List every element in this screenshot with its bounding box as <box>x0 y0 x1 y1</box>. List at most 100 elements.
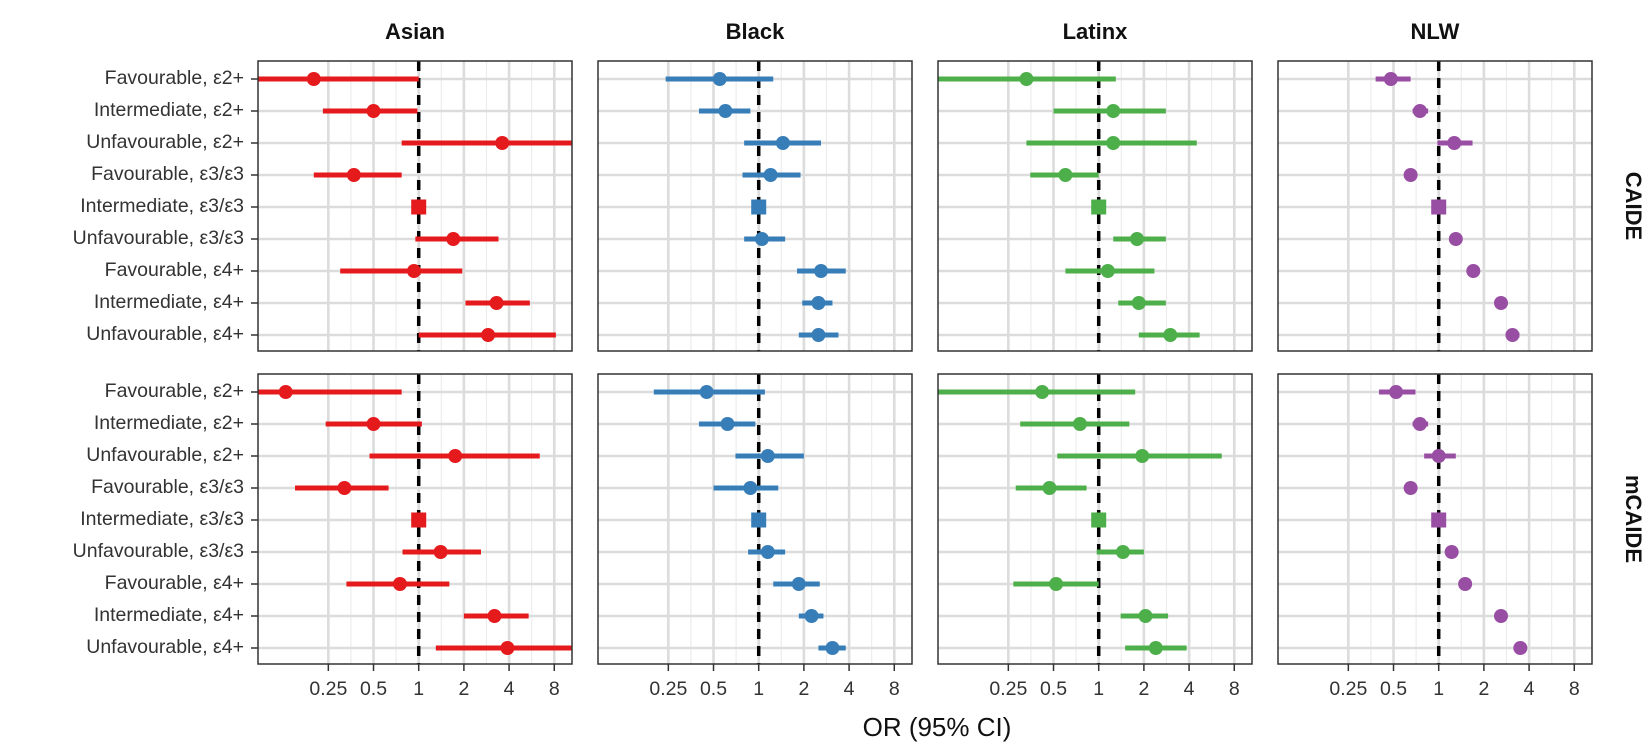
column-header-black: Black <box>726 19 785 44</box>
or-point-asian <box>446 232 461 246</box>
or-point-black <box>804 609 819 623</box>
column-header-asian: Asian <box>385 19 445 44</box>
reference-point-asian <box>411 512 427 528</box>
x-tick-label: 1 <box>753 678 764 700</box>
category-label: Intermediate, ε3/ε3 <box>80 195 244 217</box>
or-point-black <box>743 481 758 495</box>
category-label: Unfavourable, ε4+ <box>86 323 244 345</box>
or-point-nlw <box>1389 385 1404 399</box>
or-point-nlw <box>1493 296 1508 310</box>
or-point-asian <box>433 545 448 559</box>
or-point-black <box>718 104 733 118</box>
or-point-nlw <box>1447 136 1462 150</box>
or-point-nlw <box>1513 641 1528 655</box>
or-point-latinx <box>1106 136 1121 150</box>
or-point-asian <box>500 641 515 655</box>
x-tick-label: 0.5 <box>1040 678 1067 700</box>
or-point-nlw <box>1458 577 1473 591</box>
or-point-nlw <box>1431 449 1446 463</box>
or-point-asian <box>366 417 381 431</box>
or-point-latinx <box>1058 168 1073 182</box>
category-label: Intermediate, ε2+ <box>94 412 244 434</box>
x-tick-label: 0.25 <box>989 678 1027 700</box>
or-point-asian <box>481 328 496 342</box>
or-point-asian <box>346 168 361 182</box>
or-point-asian <box>495 136 510 150</box>
or-point-latinx <box>1049 577 1064 591</box>
or-point-black <box>825 641 840 655</box>
x-tick-label: 8 <box>889 678 900 700</box>
category-label: Intermediate, ε3/ε3 <box>80 508 244 530</box>
row-strip-caide: CAIDE <box>1621 172 1646 240</box>
x-tick-label: 0.25 <box>649 678 687 700</box>
or-point-asian <box>487 609 502 623</box>
or-point-black <box>811 296 826 310</box>
or-point-black <box>813 264 828 278</box>
category-label: Intermediate, ε4+ <box>94 604 244 626</box>
x-tick-label: 2 <box>798 678 809 700</box>
or-point-latinx <box>1131 296 1146 310</box>
reference-point-nlw <box>1431 199 1447 215</box>
category-label: Unfavourable, ε2+ <box>86 444 244 466</box>
or-point-black <box>791 577 806 591</box>
x-tick-label: 0.5 <box>700 678 727 700</box>
panel-border <box>257 60 573 352</box>
or-point-asian <box>448 449 463 463</box>
or-point-latinx <box>1148 641 1163 655</box>
or-point-black <box>699 385 714 399</box>
or-point-black <box>760 449 775 463</box>
x-tick-label: 2 <box>458 678 469 700</box>
x-tick-label: 0.5 <box>1380 678 1407 700</box>
or-point-nlw <box>1383 72 1398 86</box>
x-tick-label: 0.25 <box>309 678 347 700</box>
or-point-nlw <box>1505 328 1520 342</box>
or-point-black <box>811 328 826 342</box>
x-tick-label: 8 <box>549 678 560 700</box>
or-point-latinx <box>1138 609 1153 623</box>
reference-point-latinx <box>1091 199 1107 215</box>
or-point-latinx <box>1100 264 1115 278</box>
x-tick-label: 4 <box>1524 678 1535 700</box>
or-point-black <box>754 232 769 246</box>
or-point-latinx <box>1019 72 1034 86</box>
or-point-latinx <box>1163 328 1178 342</box>
category-label: Unfavourable, ε4+ <box>86 636 244 658</box>
x-tick-label: 8 <box>1229 678 1240 700</box>
or-point-black <box>712 72 727 86</box>
category-label: Favourable, ε3/ε3 <box>91 163 244 185</box>
x-tick-label: 8 <box>1569 678 1580 700</box>
x-tick-label: 4 <box>844 678 855 700</box>
reference-point-black <box>751 199 767 215</box>
or-point-nlw <box>1444 545 1459 559</box>
row-strip-mcaide: mCAIDE <box>1621 475 1646 563</box>
x-tick-label: 4 <box>504 678 515 700</box>
category-label: Favourable, ε2+ <box>105 380 244 402</box>
reference-point-latinx <box>1091 512 1107 528</box>
category-label: Intermediate, ε4+ <box>94 291 244 313</box>
x-tick-label: 0.5 <box>360 678 387 700</box>
or-point-latinx <box>1130 232 1145 246</box>
or-point-asian <box>392 577 407 591</box>
category-label: Unfavourable, ε3/ε3 <box>73 540 244 562</box>
or-point-black <box>720 417 735 431</box>
category-label: Unfavourable, ε3/ε3 <box>73 227 244 249</box>
or-point-nlw <box>1466 264 1481 278</box>
or-point-latinx <box>1135 449 1150 463</box>
or-point-nlw <box>1403 168 1418 182</box>
or-point-black <box>775 136 790 150</box>
x-tick-label: 2 <box>1138 678 1149 700</box>
panel-border <box>937 60 1253 352</box>
category-label: Unfavourable, ε2+ <box>86 131 244 153</box>
or-point-nlw <box>1412 417 1427 431</box>
or-point-latinx <box>1115 545 1130 559</box>
x-tick-label: 2 <box>1478 678 1489 700</box>
category-label: Favourable, ε4+ <box>105 572 244 594</box>
reference-point-asian <box>411 199 427 215</box>
x-tick-label: 1 <box>413 678 424 700</box>
or-point-asian <box>366 104 381 118</box>
or-point-latinx <box>1072 417 1087 431</box>
category-label: Favourable, ε4+ <box>105 259 244 281</box>
panel-border <box>937 373 1253 665</box>
category-label: Intermediate, ε2+ <box>94 99 244 121</box>
